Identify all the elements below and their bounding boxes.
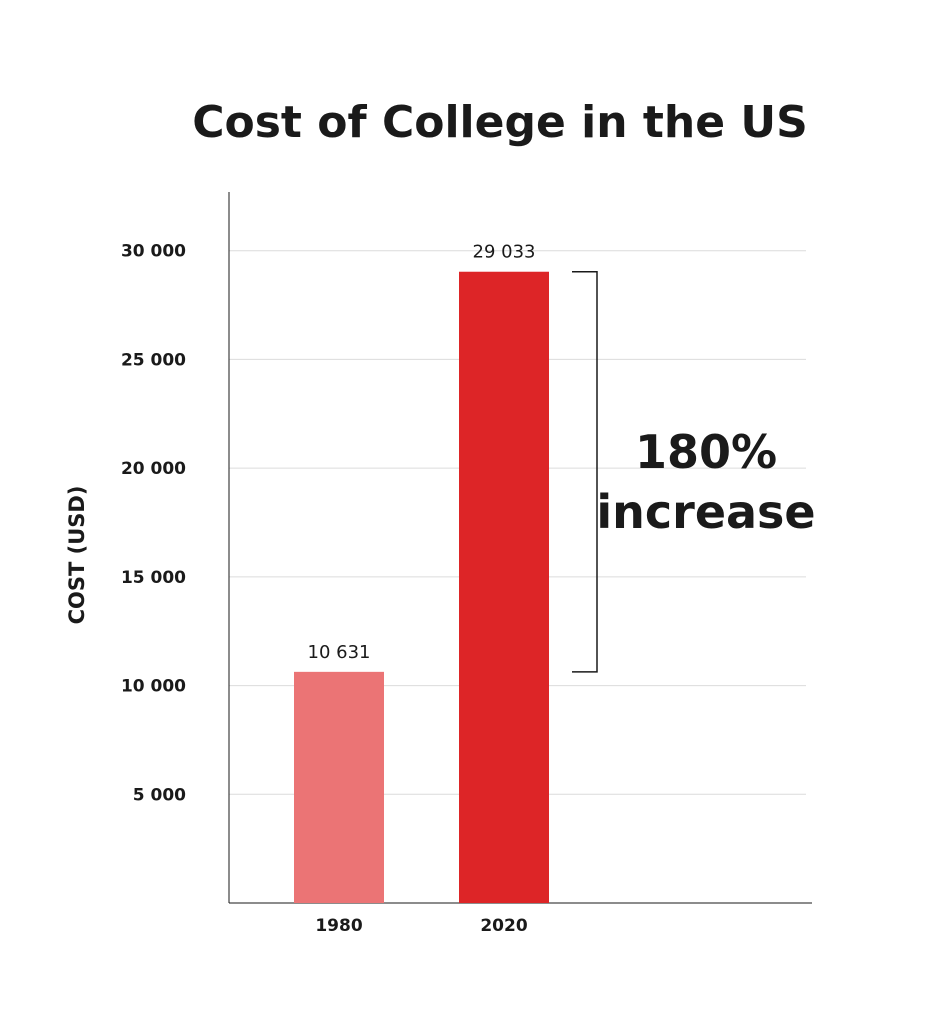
y-axis-label: COST (USD) — [65, 486, 89, 625]
bar-2020 — [459, 271, 549, 903]
y-tick-label: 25 000 — [121, 350, 186, 370]
y-tick-label: 10 000 — [121, 677, 186, 697]
bar-1980 — [294, 671, 384, 903]
chart-title: Cost of College in the US — [192, 97, 808, 148]
value-label-1980: 10 631 — [308, 642, 371, 663]
y-axis-ticks: 5 000 10 000 15 000 20 000 25 000 30 000 — [121, 242, 186, 806]
x-tick-label-2020: 2020 — [480, 916, 527, 936]
x-tick-label-1980: 1980 — [315, 916, 362, 936]
increase-annotation: 180% increase — [572, 270, 816, 673]
y-tick-label: 30 000 — [121, 242, 186, 262]
y-tick-label: 15 000 — [121, 568, 186, 588]
increase-bracket — [572, 270, 598, 673]
y-tick-label: 20 000 — [121, 459, 186, 479]
bars: 10 631 1980 29 033 2020 — [294, 242, 549, 936]
annotation-percent: 180% — [635, 425, 777, 479]
annotation-word: increase — [596, 485, 815, 539]
y-tick-label: 5 000 — [133, 785, 186, 805]
value-label-2020: 29 033 — [473, 242, 536, 263]
